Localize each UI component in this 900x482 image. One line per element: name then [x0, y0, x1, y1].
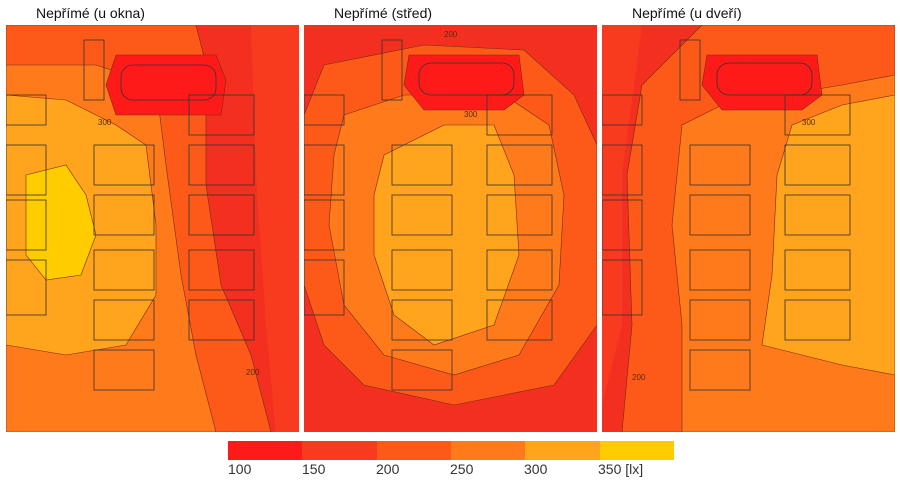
legend-label-300: 300	[524, 461, 548, 477]
panel-title-window: Nepřímé (u okna)	[36, 5, 145, 21]
contour-label: 200	[246, 368, 260, 377]
furniture-layout	[304, 39, 553, 391]
legend-label-150: 150	[302, 461, 326, 477]
legend-swatch-100	[228, 441, 303, 460]
furniture-layout	[602, 39, 851, 391]
legend-label-350: 350 [lx]	[598, 461, 644, 477]
legend-label-100: 100	[228, 461, 252, 477]
illuminance-map-center: 200 300	[304, 25, 597, 432]
illuminance-map-door: 300 200	[602, 25, 895, 432]
contour-label: 300	[802, 118, 816, 127]
legend-swatch-350	[599, 441, 674, 460]
legend-label-250: 250	[450, 461, 474, 477]
legend-swatch-250	[450, 441, 526, 460]
legend-swatch-200	[376, 441, 451, 460]
legend-swatch-300	[525, 441, 600, 460]
legend-swatch-150	[302, 441, 377, 460]
contour-label: 200	[632, 373, 646, 382]
panel-title-center: Nepřímé (střed)	[334, 5, 433, 21]
panel-title-door: Nepřímé (u dveří)	[632, 5, 742, 21]
illuminance-map-window: 300 200	[6, 25, 299, 432]
furniture-layout	[6, 39, 255, 391]
legend-label-200: 200	[376, 461, 400, 477]
contour-label: 200	[444, 30, 458, 39]
contour-label: 300	[464, 110, 478, 119]
color-legend	[228, 441, 674, 460]
contour-label: 300	[98, 118, 112, 127]
